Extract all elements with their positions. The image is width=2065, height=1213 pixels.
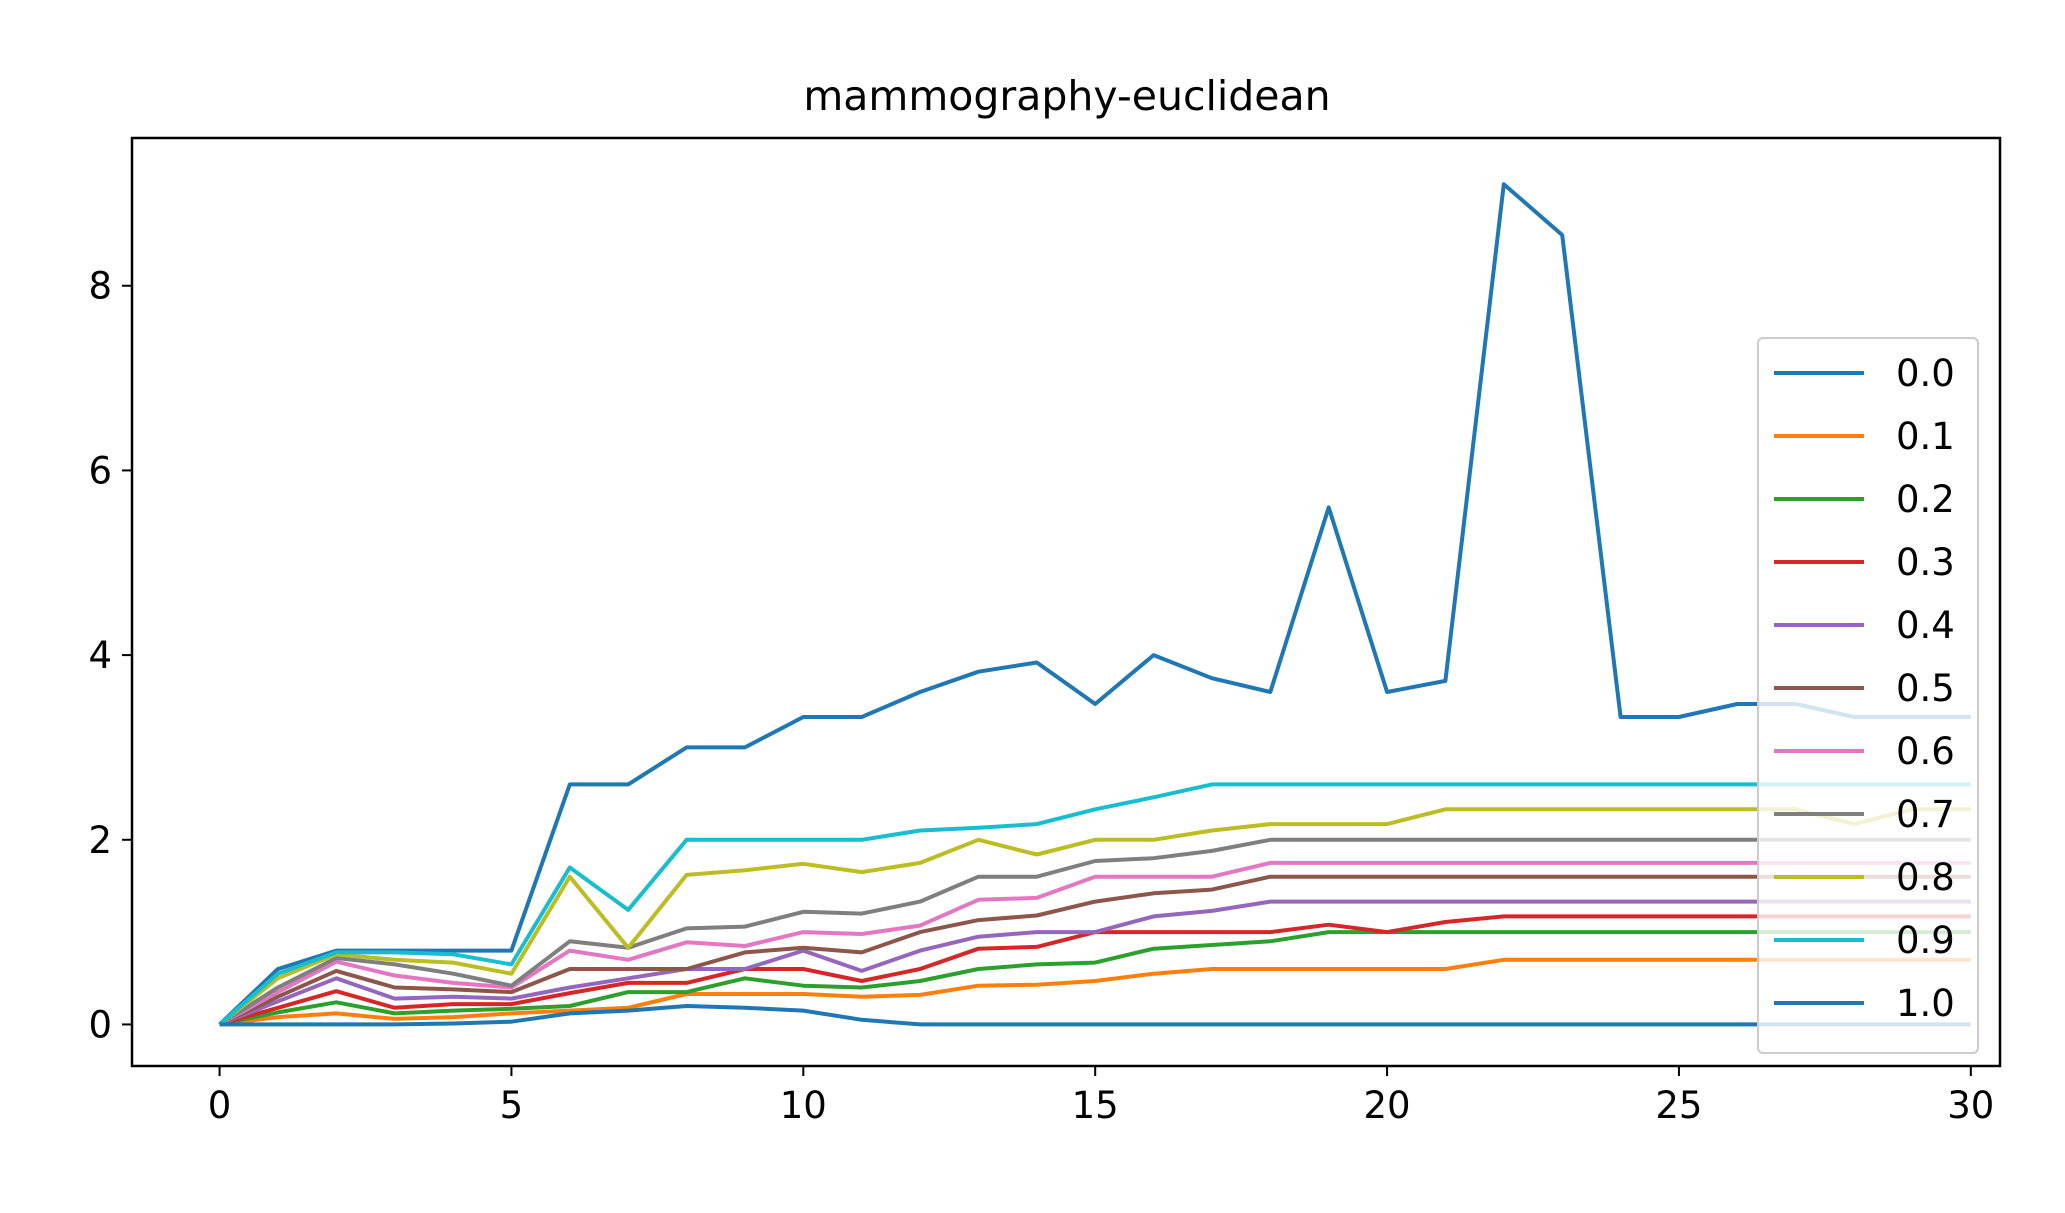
y-tick-label: 6: [88, 449, 112, 492]
legend-label: 0.4: [1896, 604, 1955, 647]
x-tick-label: 5: [500, 1084, 524, 1127]
legend-label: 0.3: [1896, 541, 1955, 584]
legend-box: [1757, 337, 1979, 1054]
series-lines: [218, 182, 1971, 1027]
legend-label: 0.9: [1896, 919, 1955, 962]
y-tick-label: 8: [88, 265, 112, 308]
series-line-0-7: [218, 837, 1971, 1027]
legend-label: 0.7: [1896, 793, 1955, 836]
x-tick-label: 20: [1364, 1084, 1411, 1127]
legend-label: 0.6: [1896, 730, 1955, 773]
legend-label: 0.0: [1896, 352, 1955, 395]
y-tick-label: 4: [88, 634, 112, 677]
legend-label: 0.8: [1896, 856, 1955, 899]
legend-label: 0.5: [1896, 667, 1955, 710]
legend-label: 1.0: [1896, 982, 1955, 1025]
legend-label: 0.1: [1896, 415, 1955, 458]
x-axis-ticks: 0 5 10 15 20 25 30: [208, 1066, 1994, 1127]
plot-area-frame: [130, 136, 2002, 1068]
x-tick-label: 10: [780, 1084, 827, 1127]
y-axis-ticks: 0 2 4 6 8: [88, 265, 132, 1046]
series-line-0-9: [218, 782, 1971, 1026]
series-line-0-0: [218, 182, 1971, 1026]
x-tick-label: 30: [1947, 1084, 1994, 1127]
x-tick-label: 25: [1655, 1084, 1702, 1127]
series-line-0-4: [218, 899, 1971, 1027]
series-line-0-2: [219, 930, 1971, 1027]
series-line-0-8: [218, 807, 1971, 1026]
legend: 0.0 0.1 0.2 0.3 0.4 0.5 0.6 0.7 0.8 0.9 1.0: [1757, 337, 1979, 1054]
series-line-0-1: [219, 957, 1971, 1027]
series-line-0-5: [218, 874, 1971, 1027]
x-tick-label: 15: [1072, 1084, 1119, 1127]
y-tick-label: 0: [88, 1003, 112, 1046]
chart-title: mammography-euclidean: [803, 72, 1330, 120]
series-line-1-0: [219, 1004, 1971, 1027]
y-tick-label: 2: [88, 819, 112, 862]
legend-label: 0.2: [1896, 478, 1955, 521]
x-tick-label: 0: [208, 1084, 232, 1127]
